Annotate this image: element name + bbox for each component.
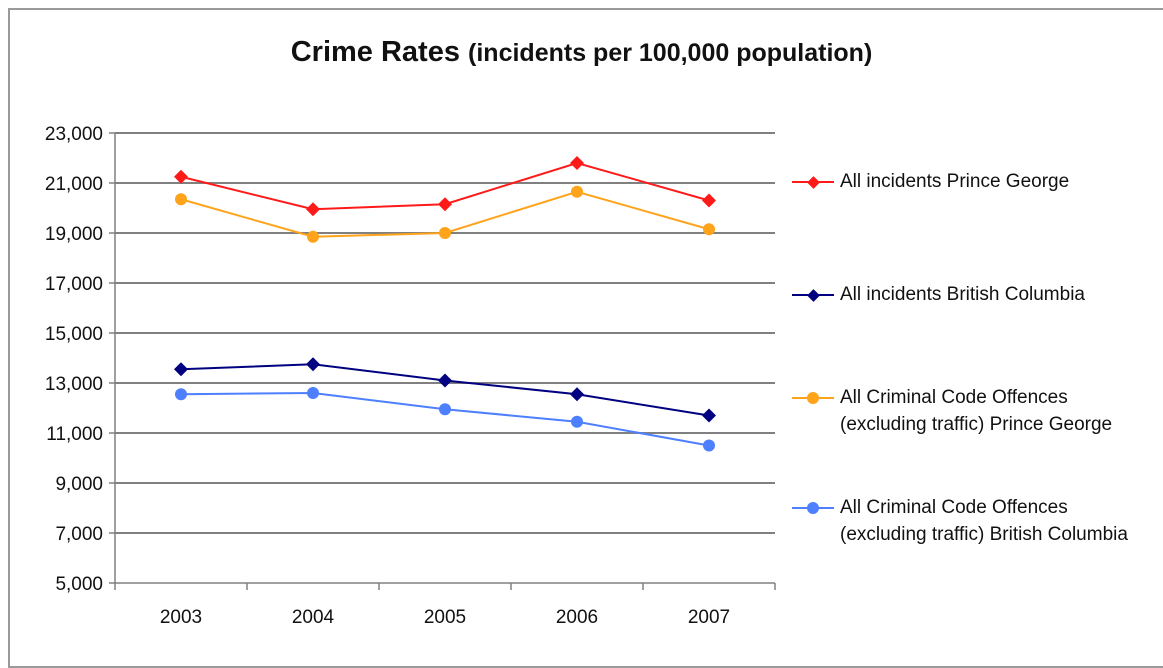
data-point <box>307 387 319 399</box>
y-tick-label: 9,000 <box>55 474 103 495</box>
data-point <box>306 202 320 217</box>
chart-title-main: Crime Rates <box>290 36 460 68</box>
data-point <box>702 408 716 423</box>
data-point <box>174 169 188 184</box>
data-point <box>438 197 452 212</box>
x-tick-label: 2004 <box>292 607 335 628</box>
series-layer <box>174 156 716 452</box>
line-chart: 5,000 7,000 9,000 11,000 13,000 15,000 17,000 1… <box>45 124 776 628</box>
data-point <box>571 415 583 428</box>
y-tick-label: 17,000 <box>45 274 103 295</box>
series-3 <box>175 185 715 243</box>
data-point <box>306 357 320 372</box>
data-point <box>703 439 715 452</box>
data-point <box>439 227 451 239</box>
series-line <box>180 391 710 447</box>
chart-title: Crime Rates (incidents per 100,000 popul… <box>0 36 1163 69</box>
series-4 <box>175 387 715 452</box>
y-tick-label: 15,000 <box>45 324 103 345</box>
data-point <box>570 387 584 402</box>
y-tick-label: 23,000 <box>45 124 103 145</box>
x-tick-label: 2007 <box>688 607 730 628</box>
data-point <box>307 230 319 243</box>
y-tick-label: 5,000 <box>55 574 103 595</box>
data-point <box>571 185 583 198</box>
series-2 <box>174 357 716 423</box>
data-point <box>438 373 452 388</box>
series-1 <box>174 156 716 217</box>
y-tick-label: 13,000 <box>45 374 103 395</box>
chart-frame <box>8 8 1163 668</box>
data-point <box>570 156 584 170</box>
x-axis-ticks: 2003 2004 2005 2006 2007 <box>114 583 776 628</box>
x-tick-label: 2005 <box>424 607 466 628</box>
data-point <box>703 223 715 236</box>
y-axis-ticks: 5,000 7,000 9,000 11,000 13,000 15,000 17,000 1… <box>45 124 115 595</box>
data-point <box>175 193 187 206</box>
y-tick-label: 21,000 <box>45 174 103 195</box>
y-tick-label: 7,000 <box>55 524 103 545</box>
y-tick-label: 11,000 <box>46 424 103 445</box>
axes <box>114 133 775 584</box>
chart-title-subtitle: (incidents per 100,000 population) <box>468 39 873 67</box>
x-tick-label: 2006 <box>556 607 598 628</box>
data-point <box>175 388 187 401</box>
data-point <box>174 362 188 377</box>
data-point <box>702 193 716 208</box>
data-point <box>439 403 451 416</box>
y-tick-label: 19,000 <box>45 224 103 245</box>
x-tick-label: 2003 <box>160 607 202 628</box>
gridlines <box>115 132 775 534</box>
